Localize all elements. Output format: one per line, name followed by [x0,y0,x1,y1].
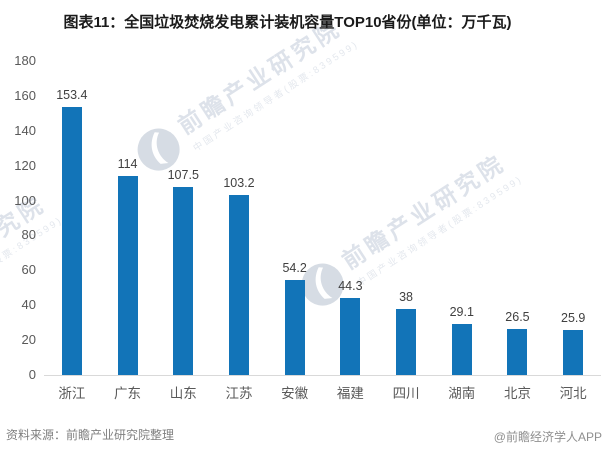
bar-value-label: 29.1 [449,305,474,320]
bar [396,308,417,375]
y-axis: 0 20 40 60 80 100 120 140 160 180 [0,53,36,382]
bar-value-label: 107.5 [167,168,199,183]
y-axis-tick-label: 160 [14,87,36,103]
category-label: 安徽 [281,386,309,401]
y-axis-tick-label: 140 [14,122,36,138]
category-label: 福建 [336,386,364,401]
category-label: 四川 [392,386,420,401]
footer-credit: @前瞻经济学人APP [493,430,602,444]
y-axis-tick-label: 20 [21,332,36,348]
category-label: 湖南 [448,386,476,401]
category-label: 广东 [114,386,142,401]
bar [173,187,194,375]
bar [284,280,305,375]
bar-column: 29.1 [434,53,490,375]
bar-column: 114 [100,53,156,375]
x-axis: 浙江 广东 山东 江苏 安徽 福建 四川 湖南 北京 河北 [44,382,601,402]
bar-column: 44.3 [323,53,379,375]
bar [563,329,584,375]
y-axis-tick-label: 120 [14,157,36,173]
y-axis-tick-label: 60 [21,262,36,278]
bar-column: 38 [378,53,434,375]
bar-value-label: 26.5 [505,309,530,324]
bar-value-label: 44.3 [338,278,363,293]
bar-value-label: 114 [117,157,138,172]
bar-value-label: 153.4 [56,88,88,103]
bar-value-label: 38 [399,289,414,304]
y-axis-tick-label: 180 [14,53,36,68]
bar [61,107,82,375]
bar-column: 26.5 [490,53,546,375]
category-label: 江苏 [225,386,253,401]
bar-column: 153.4 [44,53,100,375]
footer-source: 资料来源：前瞻产业研究院整理 [6,428,175,442]
bar-column: 103.2 [211,53,267,375]
plot-area: 153.4 114 107.5 103.2 54.2 44.3 38 29.1 26.5 25.9 [44,53,601,375]
bar [228,194,249,375]
y-axis-tick-label: 80 [21,227,36,243]
category-label: 山东 [169,386,197,401]
category-label: 河北 [559,386,587,401]
bar [340,297,361,375]
bar [451,324,472,375]
bar-value-label: 54.2 [282,261,307,276]
bar-column: 25.9 [545,53,601,375]
y-axis-tick-label: 0 [28,367,36,382]
bar-column: 107.5 [155,53,211,375]
x-axis-line [44,375,601,376]
bar-value-label: 103.2 [223,175,255,190]
bar-value-label: 25.9 [561,310,586,325]
bar-column: 54.2 [267,53,323,375]
chart-title: 图表11：全国垃圾焚烧发电累计装机容量TOP10省份(单位：万千瓦) [63,14,512,31]
y-axis-tick-label: 100 [14,192,36,208]
y-axis-tick-label: 40 [21,297,36,313]
bar [507,328,528,375]
bar [117,176,138,375]
category-label: 浙江 [58,386,86,401]
category-label: 北京 [503,386,531,401]
